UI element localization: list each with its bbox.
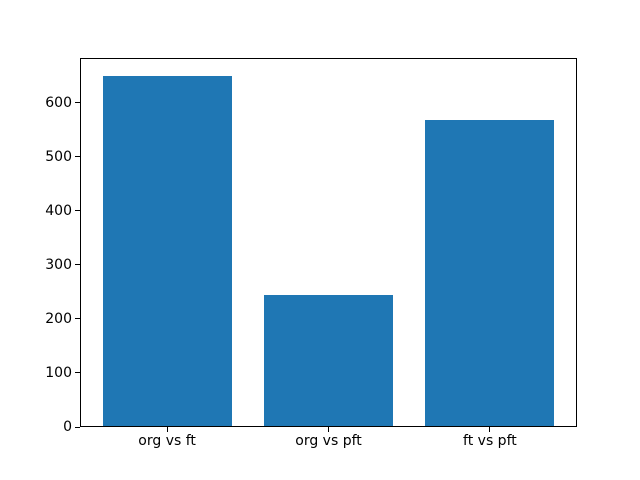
y-tick-label: 500: [45, 148, 72, 165]
y-tick-mark: [75, 102, 80, 104]
y-tick-mark: [75, 318, 80, 320]
y-tick-label: 0: [63, 419, 72, 435]
y-tick-label: 200: [45, 310, 72, 327]
y-tick-label: 400: [45, 202, 72, 219]
y-tick-label: 600: [45, 94, 72, 111]
x-tick-mark: [328, 427, 329, 432]
y-tick-label: 300: [45, 256, 72, 273]
y-tick-label: 100: [45, 364, 72, 381]
y-tick-mark: [75, 156, 80, 158]
x-tick-mark: [166, 427, 168, 432]
y-tick-mark: [75, 426, 80, 428]
bar: [264, 294, 394, 427]
y-tick-mark: [75, 264, 80, 266]
x-tick-label: org vs ft: [138, 433, 196, 449]
bar: [425, 120, 555, 427]
bar: [102, 75, 232, 427]
y-tick-mark: [75, 372, 80, 374]
x-tick-label: org vs pft: [295, 433, 362, 449]
y-tick-mark: [75, 210, 80, 212]
plot-area: [80, 58, 577, 427]
x-tick-mark: [489, 427, 491, 432]
x-tick-label: ft vs pft: [463, 433, 517, 449]
